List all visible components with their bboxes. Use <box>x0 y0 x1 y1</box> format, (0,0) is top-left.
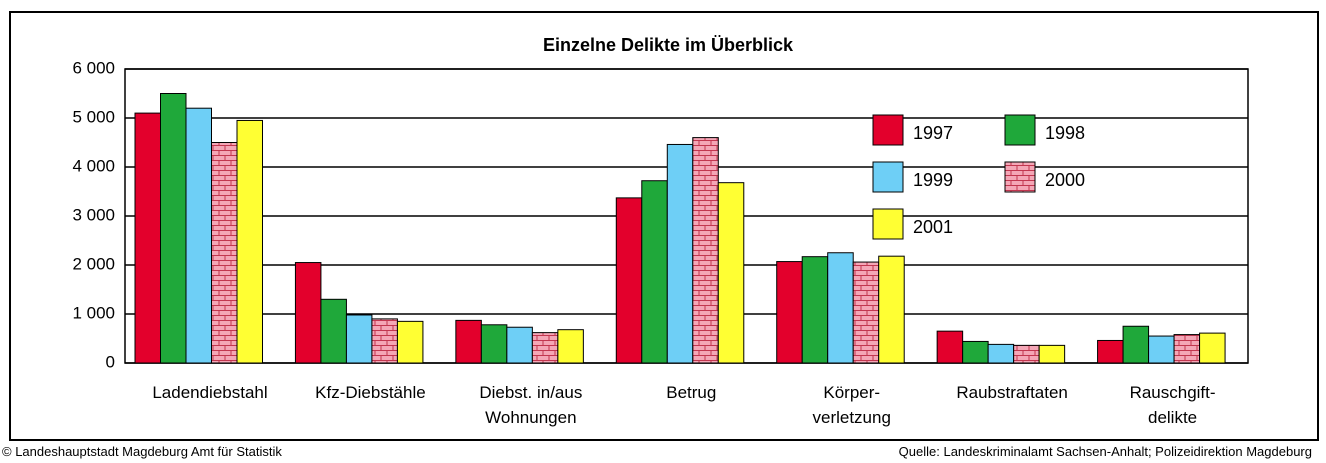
bar <box>557 329 584 364</box>
bar <box>692 137 719 364</box>
bar <box>185 107 212 364</box>
bar <box>878 255 905 364</box>
legend-swatch <box>872 208 904 240</box>
legend-label: 2000 <box>1045 170 1085 190</box>
bar <box>1013 344 1040 364</box>
legend-label: 1999 <box>913 170 953 190</box>
bar <box>371 318 398 364</box>
bar <box>1199 332 1226 364</box>
x-tick-label: Betrug <box>666 383 717 402</box>
y-tick-label: 6 000 <box>72 58 115 77</box>
bar <box>455 319 482 364</box>
x-tick-label: Rauschgift- delikte <box>1129 383 1216 427</box>
y-tick-label: 5 000 <box>72 107 115 126</box>
x-tick-label: Diebst. in/aus Wohnungen <box>479 383 583 427</box>
bar <box>1038 344 1066 364</box>
bar <box>236 119 263 364</box>
bar <box>294 262 322 364</box>
y-tick-label: 4 000 <box>72 156 115 175</box>
bar <box>480 324 508 364</box>
bar <box>666 143 694 364</box>
bar <box>506 326 533 364</box>
y-tick-label: 3 000 <box>72 205 115 224</box>
bar <box>345 314 373 364</box>
bar <box>160 93 187 364</box>
legend-swatch <box>872 161 904 193</box>
x-tick-label: Raubstraftaten <box>956 383 1068 402</box>
bar <box>531 332 559 364</box>
bar <box>852 261 880 364</box>
bar <box>801 256 829 364</box>
bar <box>211 142 238 364</box>
bar <box>1148 335 1175 364</box>
y-tick-label: 2 000 <box>72 254 115 273</box>
bar <box>1122 325 1150 364</box>
legend-swatch <box>1004 161 1036 193</box>
footer-right: Quelle: Landeskriminalamt Sachsen-Anhalt… <box>898 444 1312 459</box>
legend-swatch <box>872 114 904 146</box>
bar <box>962 340 989 364</box>
legend-label: 2001 <box>913 217 953 237</box>
bar <box>396 320 424 364</box>
bar <box>776 261 803 364</box>
x-tick-label: Kfz-Diebstähle <box>315 383 426 402</box>
footer-left: © Landeshauptstadt Magdeburg Amt für Sta… <box>2 444 282 459</box>
bar <box>615 197 643 364</box>
bar <box>1097 339 1124 364</box>
bar <box>936 330 964 364</box>
legend-label: 1998 <box>1045 123 1085 143</box>
bar <box>641 180 668 364</box>
bar <box>987 343 1015 364</box>
x-tick-label: Körper- verletzung <box>812 383 891 427</box>
bar <box>717 182 745 364</box>
bar <box>320 298 347 364</box>
legend-label: 1997 <box>913 123 953 143</box>
chart-title: Einzelne Delikte im Überblick <box>543 35 794 55</box>
bar <box>827 252 854 364</box>
x-tick-label: Ladendiebstahl <box>152 383 268 402</box>
bar <box>1173 334 1201 364</box>
legend-swatch <box>1004 114 1036 146</box>
y-tick-label: 0 <box>106 352 115 371</box>
y-tick-label: 1 000 <box>72 303 115 322</box>
bar <box>134 112 161 364</box>
